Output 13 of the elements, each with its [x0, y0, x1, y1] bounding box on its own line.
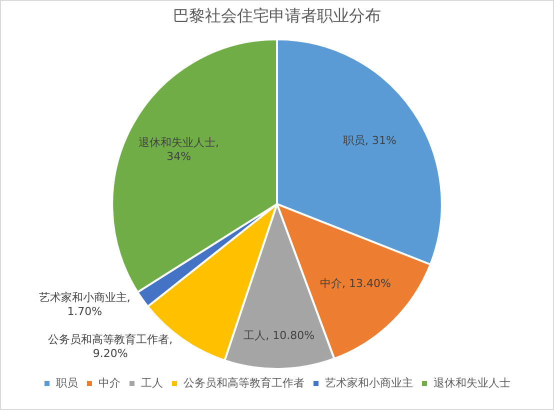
legend-label: 工人 — [141, 376, 163, 390]
legend-label: 艺术家和小商业主 — [325, 376, 413, 390]
data-label: 退休和失业人士, 34% — [138, 136, 220, 163]
chart-title: 巴黎社会住宅申请者职业分布 — [173, 6, 381, 25]
data-label: 职员, 31% — [342, 134, 396, 147]
data-label: 公务员和高等教育工作者, 9.20% — [48, 333, 173, 360]
legend-label: 公务员和高等教育工作者 — [184, 376, 304, 390]
data-label: 艺术家和小商业主, 1.70% — [38, 291, 130, 318]
data-label: 工人, 10.80% — [244, 328, 315, 342]
legend-label: 中介 — [98, 376, 120, 390]
legend-label: 职员 — [56, 376, 78, 390]
data-label: 中介, 13.40% — [320, 277, 391, 290]
legend-label: 退休和失业人士 — [434, 376, 510, 390]
